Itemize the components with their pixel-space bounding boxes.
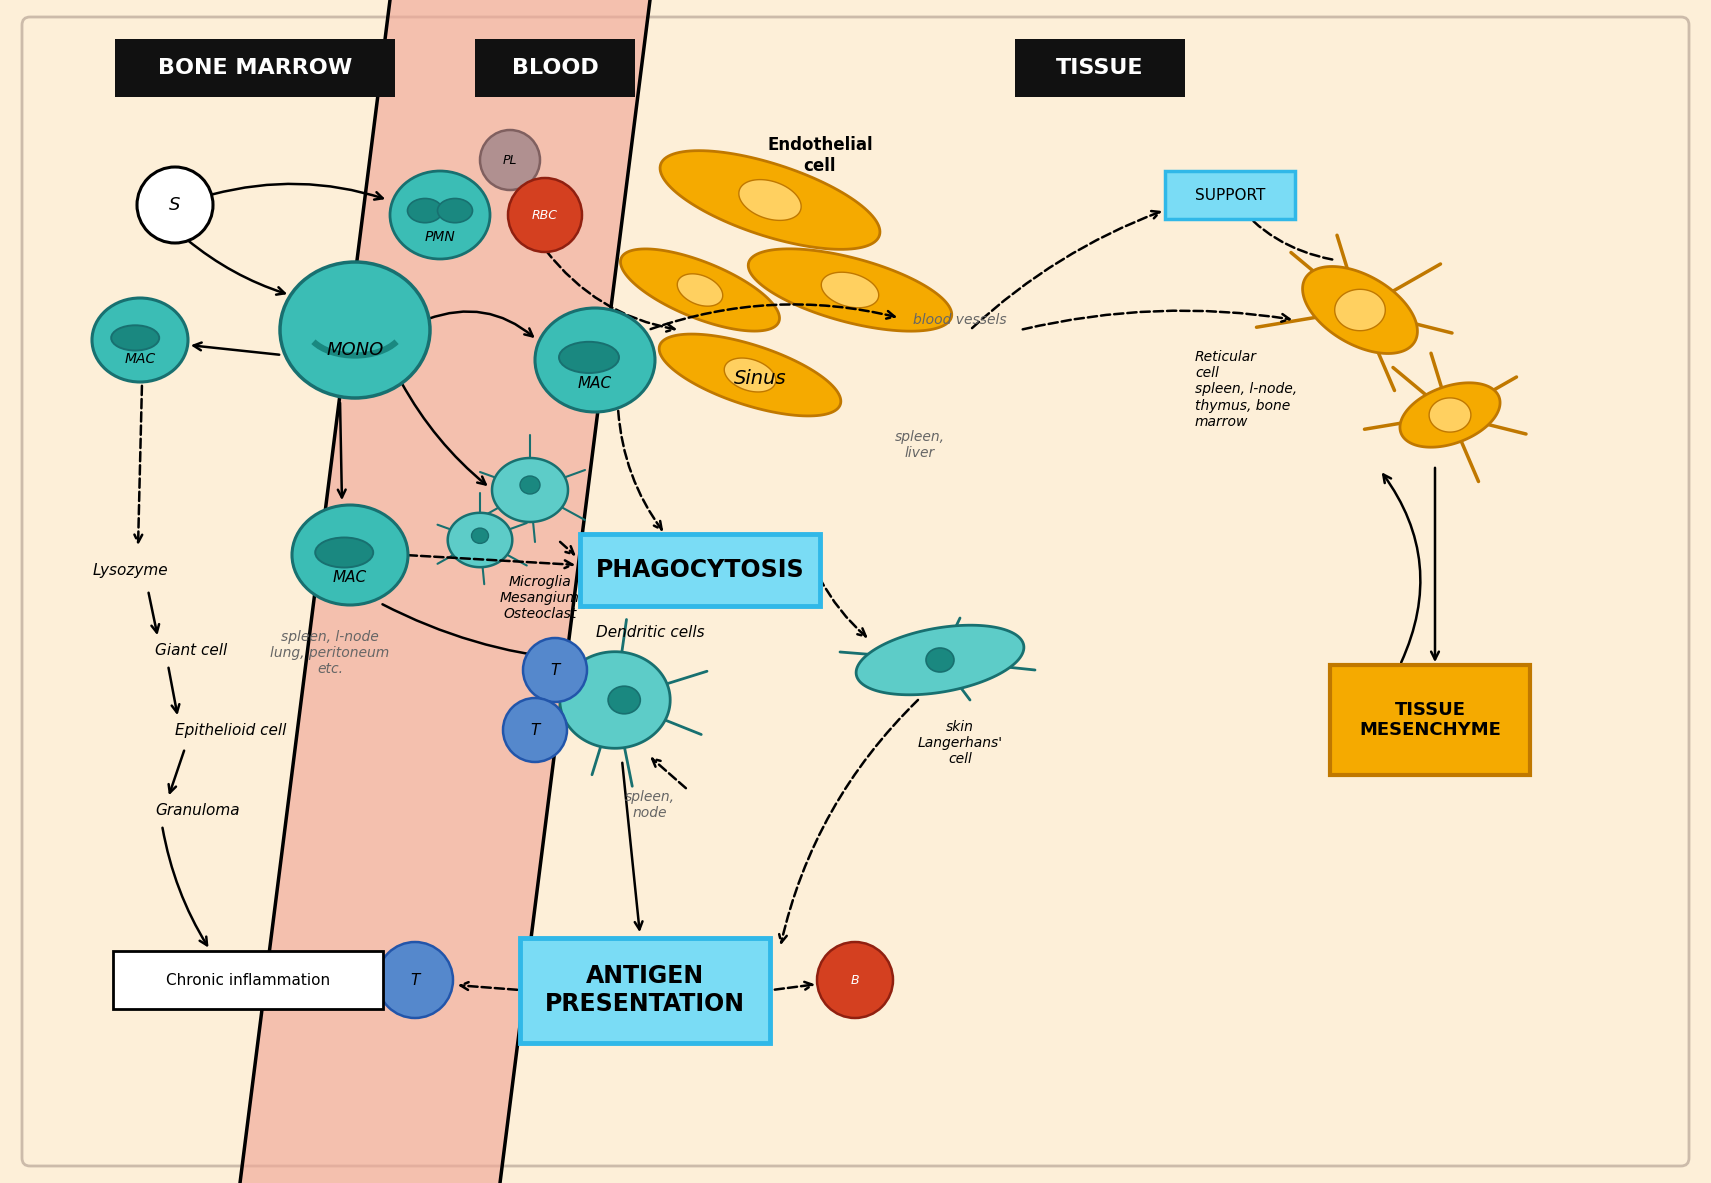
Ellipse shape xyxy=(92,298,188,382)
Text: blood vessels: blood vessels xyxy=(914,313,1006,327)
Text: spleen,
node: spleen, node xyxy=(625,790,676,820)
Text: MAC: MAC xyxy=(334,570,368,586)
Text: TISSUE
MESENCHYME: TISSUE MESENCHYME xyxy=(1359,700,1501,739)
Polygon shape xyxy=(724,358,775,392)
FancyBboxPatch shape xyxy=(520,937,770,1042)
FancyBboxPatch shape xyxy=(1329,665,1530,775)
Text: B: B xyxy=(850,974,859,987)
Text: skin
Langerhans'
cell: skin Langerhans' cell xyxy=(917,720,1003,767)
Polygon shape xyxy=(1302,266,1417,354)
FancyBboxPatch shape xyxy=(113,951,383,1009)
Polygon shape xyxy=(448,512,512,567)
Polygon shape xyxy=(1400,383,1501,447)
Polygon shape xyxy=(1429,397,1471,432)
Circle shape xyxy=(508,177,582,252)
Text: ANTIGEN
PRESENTATION: ANTIGEN PRESENTATION xyxy=(546,964,744,1016)
Text: spleen, l-node
lung, peritoneum
etc.: spleen, l-node lung, peritoneum etc. xyxy=(270,631,390,677)
Text: Epithelioid cell: Epithelioid cell xyxy=(175,723,286,737)
FancyBboxPatch shape xyxy=(22,17,1689,1166)
Polygon shape xyxy=(748,248,951,331)
Ellipse shape xyxy=(293,505,407,605)
Ellipse shape xyxy=(536,308,655,412)
Circle shape xyxy=(816,942,893,1019)
FancyBboxPatch shape xyxy=(580,534,820,606)
Text: BONE MARROW: BONE MARROW xyxy=(157,58,352,78)
Text: Granuloma: Granuloma xyxy=(156,802,240,817)
Circle shape xyxy=(481,130,541,190)
Ellipse shape xyxy=(315,537,373,568)
Text: spleen,
liver: spleen, liver xyxy=(895,429,944,460)
Ellipse shape xyxy=(281,261,429,397)
Text: MAC: MAC xyxy=(578,376,613,390)
Text: Endothelial
cell: Endothelial cell xyxy=(767,136,873,175)
Polygon shape xyxy=(1335,290,1386,331)
Polygon shape xyxy=(493,458,568,522)
FancyBboxPatch shape xyxy=(115,39,395,97)
Text: PHAGOCYTOSIS: PHAGOCYTOSIS xyxy=(595,558,804,582)
Text: T: T xyxy=(551,662,559,678)
Polygon shape xyxy=(240,0,650,1183)
FancyBboxPatch shape xyxy=(476,39,635,97)
Circle shape xyxy=(503,698,566,762)
Ellipse shape xyxy=(607,686,640,713)
Ellipse shape xyxy=(390,172,489,259)
Circle shape xyxy=(137,167,212,243)
Text: PMN: PMN xyxy=(424,230,455,244)
Text: T: T xyxy=(530,723,539,737)
Polygon shape xyxy=(621,248,780,331)
Ellipse shape xyxy=(407,199,443,222)
Text: TISSUE: TISSUE xyxy=(1056,58,1143,78)
Text: Dendritic cells: Dendritic cells xyxy=(595,625,705,640)
Text: Microglia
Mesangium
Osteoclast: Microglia Mesangium Osteoclast xyxy=(500,575,580,621)
Text: S: S xyxy=(169,196,181,214)
Text: Reticular
cell
spleen, l-node,
thymus, bone
marrow: Reticular cell spleen, l-node, thymus, b… xyxy=(1194,350,1297,428)
Ellipse shape xyxy=(520,476,541,494)
Text: Giant cell: Giant cell xyxy=(156,642,228,658)
Polygon shape xyxy=(821,272,879,308)
Text: Chronic inflammation: Chronic inflammation xyxy=(166,972,330,988)
Text: BLOOD: BLOOD xyxy=(512,58,599,78)
Text: Sinus: Sinus xyxy=(734,368,787,388)
Polygon shape xyxy=(739,180,801,220)
Polygon shape xyxy=(659,334,840,416)
Text: MONO: MONO xyxy=(327,342,383,360)
Ellipse shape xyxy=(472,528,489,543)
Polygon shape xyxy=(559,652,671,749)
Polygon shape xyxy=(678,273,722,306)
Ellipse shape xyxy=(111,325,159,350)
FancyBboxPatch shape xyxy=(1165,172,1295,219)
Polygon shape xyxy=(660,150,879,250)
Text: Lysozyme: Lysozyme xyxy=(92,562,168,577)
Text: SUPPORT: SUPPORT xyxy=(1194,187,1264,202)
Circle shape xyxy=(376,942,453,1019)
Circle shape xyxy=(524,638,587,702)
Polygon shape xyxy=(856,625,1023,694)
Text: T: T xyxy=(411,972,419,988)
Text: PL: PL xyxy=(503,154,517,167)
Ellipse shape xyxy=(438,199,472,222)
Text: MAC: MAC xyxy=(125,351,156,366)
Text: RBC: RBC xyxy=(532,208,558,221)
Ellipse shape xyxy=(926,648,955,672)
FancyBboxPatch shape xyxy=(1015,39,1186,97)
Ellipse shape xyxy=(559,342,619,373)
